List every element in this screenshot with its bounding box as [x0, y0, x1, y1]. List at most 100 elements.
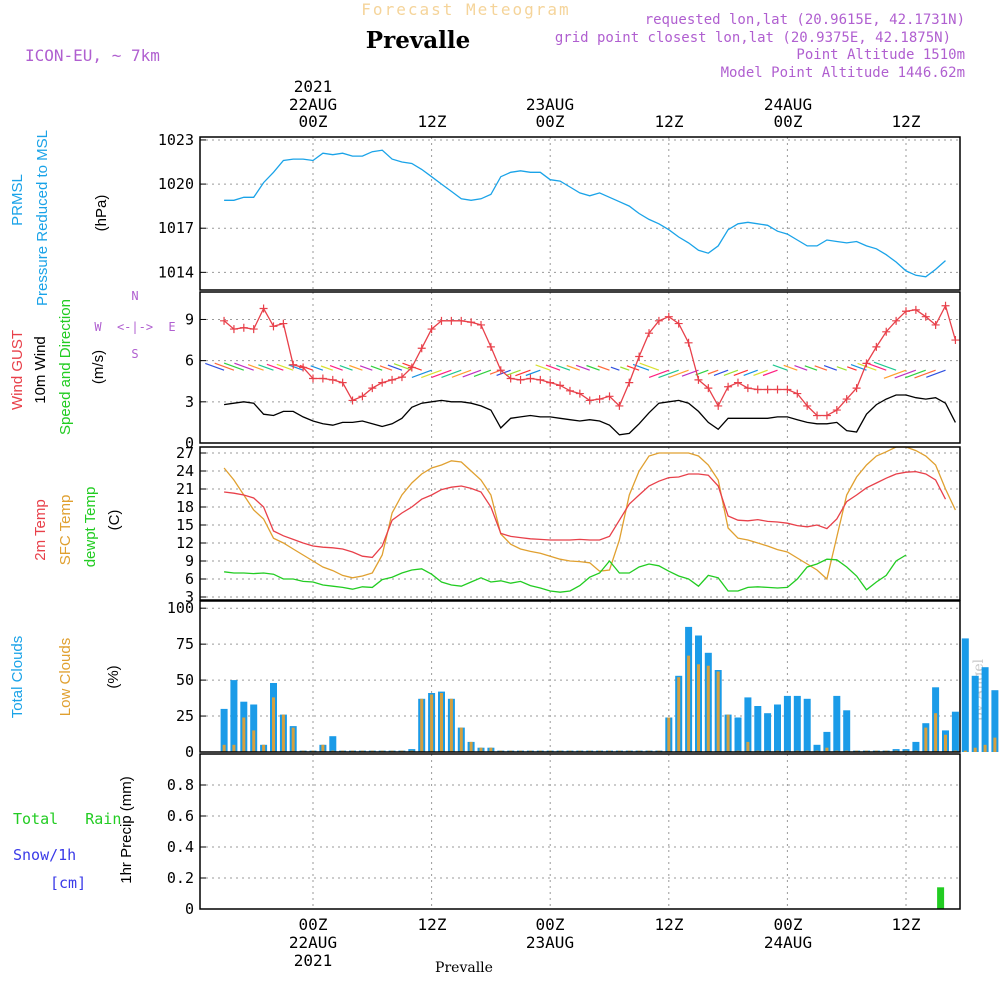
wind-direction-arrow [258, 364, 274, 371]
gust-marker [220, 316, 229, 325]
label-ms: (m/s) [90, 350, 107, 384]
wind-direction-arrow [431, 369, 452, 378]
gust-marker [437, 316, 446, 325]
gust-marker [842, 395, 851, 404]
wind-direction-arrow [695, 369, 709, 376]
label-percent: (%) [105, 665, 122, 688]
wind-direction-arrow [525, 369, 541, 377]
clouds-tick-label: 75 [176, 635, 194, 653]
wind-direction-arrow [214, 362, 235, 371]
low-cloud-bar [963, 750, 967, 752]
wind-direction-arrow [794, 365, 808, 371]
label-cm: [cm] [50, 874, 86, 892]
gust-marker [882, 327, 891, 336]
total-cloud-bar [774, 704, 781, 752]
gust-marker [605, 392, 614, 401]
gust-marker [743, 384, 752, 393]
gust-marker [348, 396, 357, 405]
total-cloud-bar [833, 695, 841, 752]
total-cloud-bar [744, 697, 752, 752]
top-day-1: 22AUG [289, 95, 337, 114]
wind-frame [199, 291, 961, 444]
wind-direction-arrow [379, 365, 393, 371]
gust-marker [417, 344, 426, 353]
temp-tick-label: 15 [176, 516, 194, 534]
low-cloud-bar [430, 694, 434, 752]
gust-marker [536, 375, 545, 384]
total-cloud-bar [754, 706, 762, 752]
gust-marker [773, 385, 782, 394]
gust-marker [951, 336, 960, 345]
gust-marker [427, 325, 436, 334]
wind-direction-arrow [473, 369, 492, 377]
precip-tick-label: 0 [185, 900, 194, 918]
total-cloud-bar [971, 675, 979, 752]
gust-marker [595, 395, 604, 404]
gust-marker [318, 374, 327, 383]
wind-direction-arrow [451, 369, 472, 378]
wind-direction-arrow [914, 369, 936, 379]
gust-marker [289, 360, 298, 369]
gust-marker [358, 392, 367, 401]
temp-tick-label: 12 [176, 534, 194, 552]
wind-direction-arrow [223, 362, 245, 371]
wind-direction-arrow [411, 369, 432, 378]
compass-n: N [131, 289, 138, 303]
wind-line [224, 394, 956, 436]
gust-marker [803, 401, 812, 410]
gust-marker [783, 385, 792, 394]
wind-direction-arrow [639, 362, 660, 371]
wind-direction-arrow [339, 365, 353, 371]
top-hour-5: 00Z [774, 112, 803, 131]
temp-tick-label: 21 [176, 480, 194, 498]
bottom-hour-6: 12Z [892, 915, 921, 934]
compass-s: S [131, 347, 138, 361]
low-cloud-bar [993, 737, 997, 752]
gust-marker [625, 378, 634, 387]
total-cloud-bar [843, 710, 851, 752]
wind-direction-arrow [626, 365, 640, 371]
low-cloud-bar [321, 744, 325, 752]
wind-tick-label: 9 [185, 310, 194, 328]
low-cloud-bar [440, 693, 443, 752]
gust-marker [328, 375, 337, 384]
wind-direction-arrow [566, 364, 581, 371]
gust-marker [921, 312, 930, 321]
gust-marker [892, 316, 901, 325]
wind-direction-arrow [836, 366, 847, 371]
temp-tick-label: 24 [176, 462, 194, 480]
wind-direction-arrow [883, 369, 907, 379]
gust-marker [506, 374, 515, 383]
total-cloud-bar [803, 698, 811, 752]
wind-direction-arrow [575, 364, 590, 371]
total-cloud-bar [250, 704, 258, 752]
gust-marker [279, 319, 288, 328]
wind-direction-arrow [753, 369, 768, 376]
label-total-clouds: Total Clouds [9, 636, 26, 719]
bottom-year: 2021 [294, 951, 333, 970]
gust-marker [239, 323, 248, 332]
gust-marker [407, 363, 416, 372]
wind-direction-arrow [762, 369, 778, 377]
rain-bar [937, 887, 945, 909]
precip-frame [199, 753, 961, 910]
bottom-hour-5: 00Z [774, 915, 803, 934]
wind-direction-arrow [535, 364, 551, 371]
top-day-2: 23AUG [526, 95, 574, 114]
total-cloud-bar [813, 744, 821, 752]
gust-marker [615, 401, 624, 410]
footer-location: Prevalle [435, 960, 493, 976]
low-cloud-bar [281, 714, 285, 752]
wind-direction-arrow [393, 363, 413, 371]
temp-tick-label: 3 [185, 588, 194, 606]
top-hour-4: 12Z [655, 112, 684, 131]
low-cloud-bar [262, 744, 266, 752]
low-cloud-bar [746, 741, 750, 752]
low-cloud-bar [291, 727, 295, 752]
total-cloud-bar [902, 749, 910, 752]
gust-marker [822, 411, 831, 420]
location-title: Prevalle [366, 27, 470, 54]
wind-direction-arrow [349, 364, 363, 371]
gust-marker [793, 389, 802, 398]
bottom-day-1: 22AUG [289, 933, 337, 952]
